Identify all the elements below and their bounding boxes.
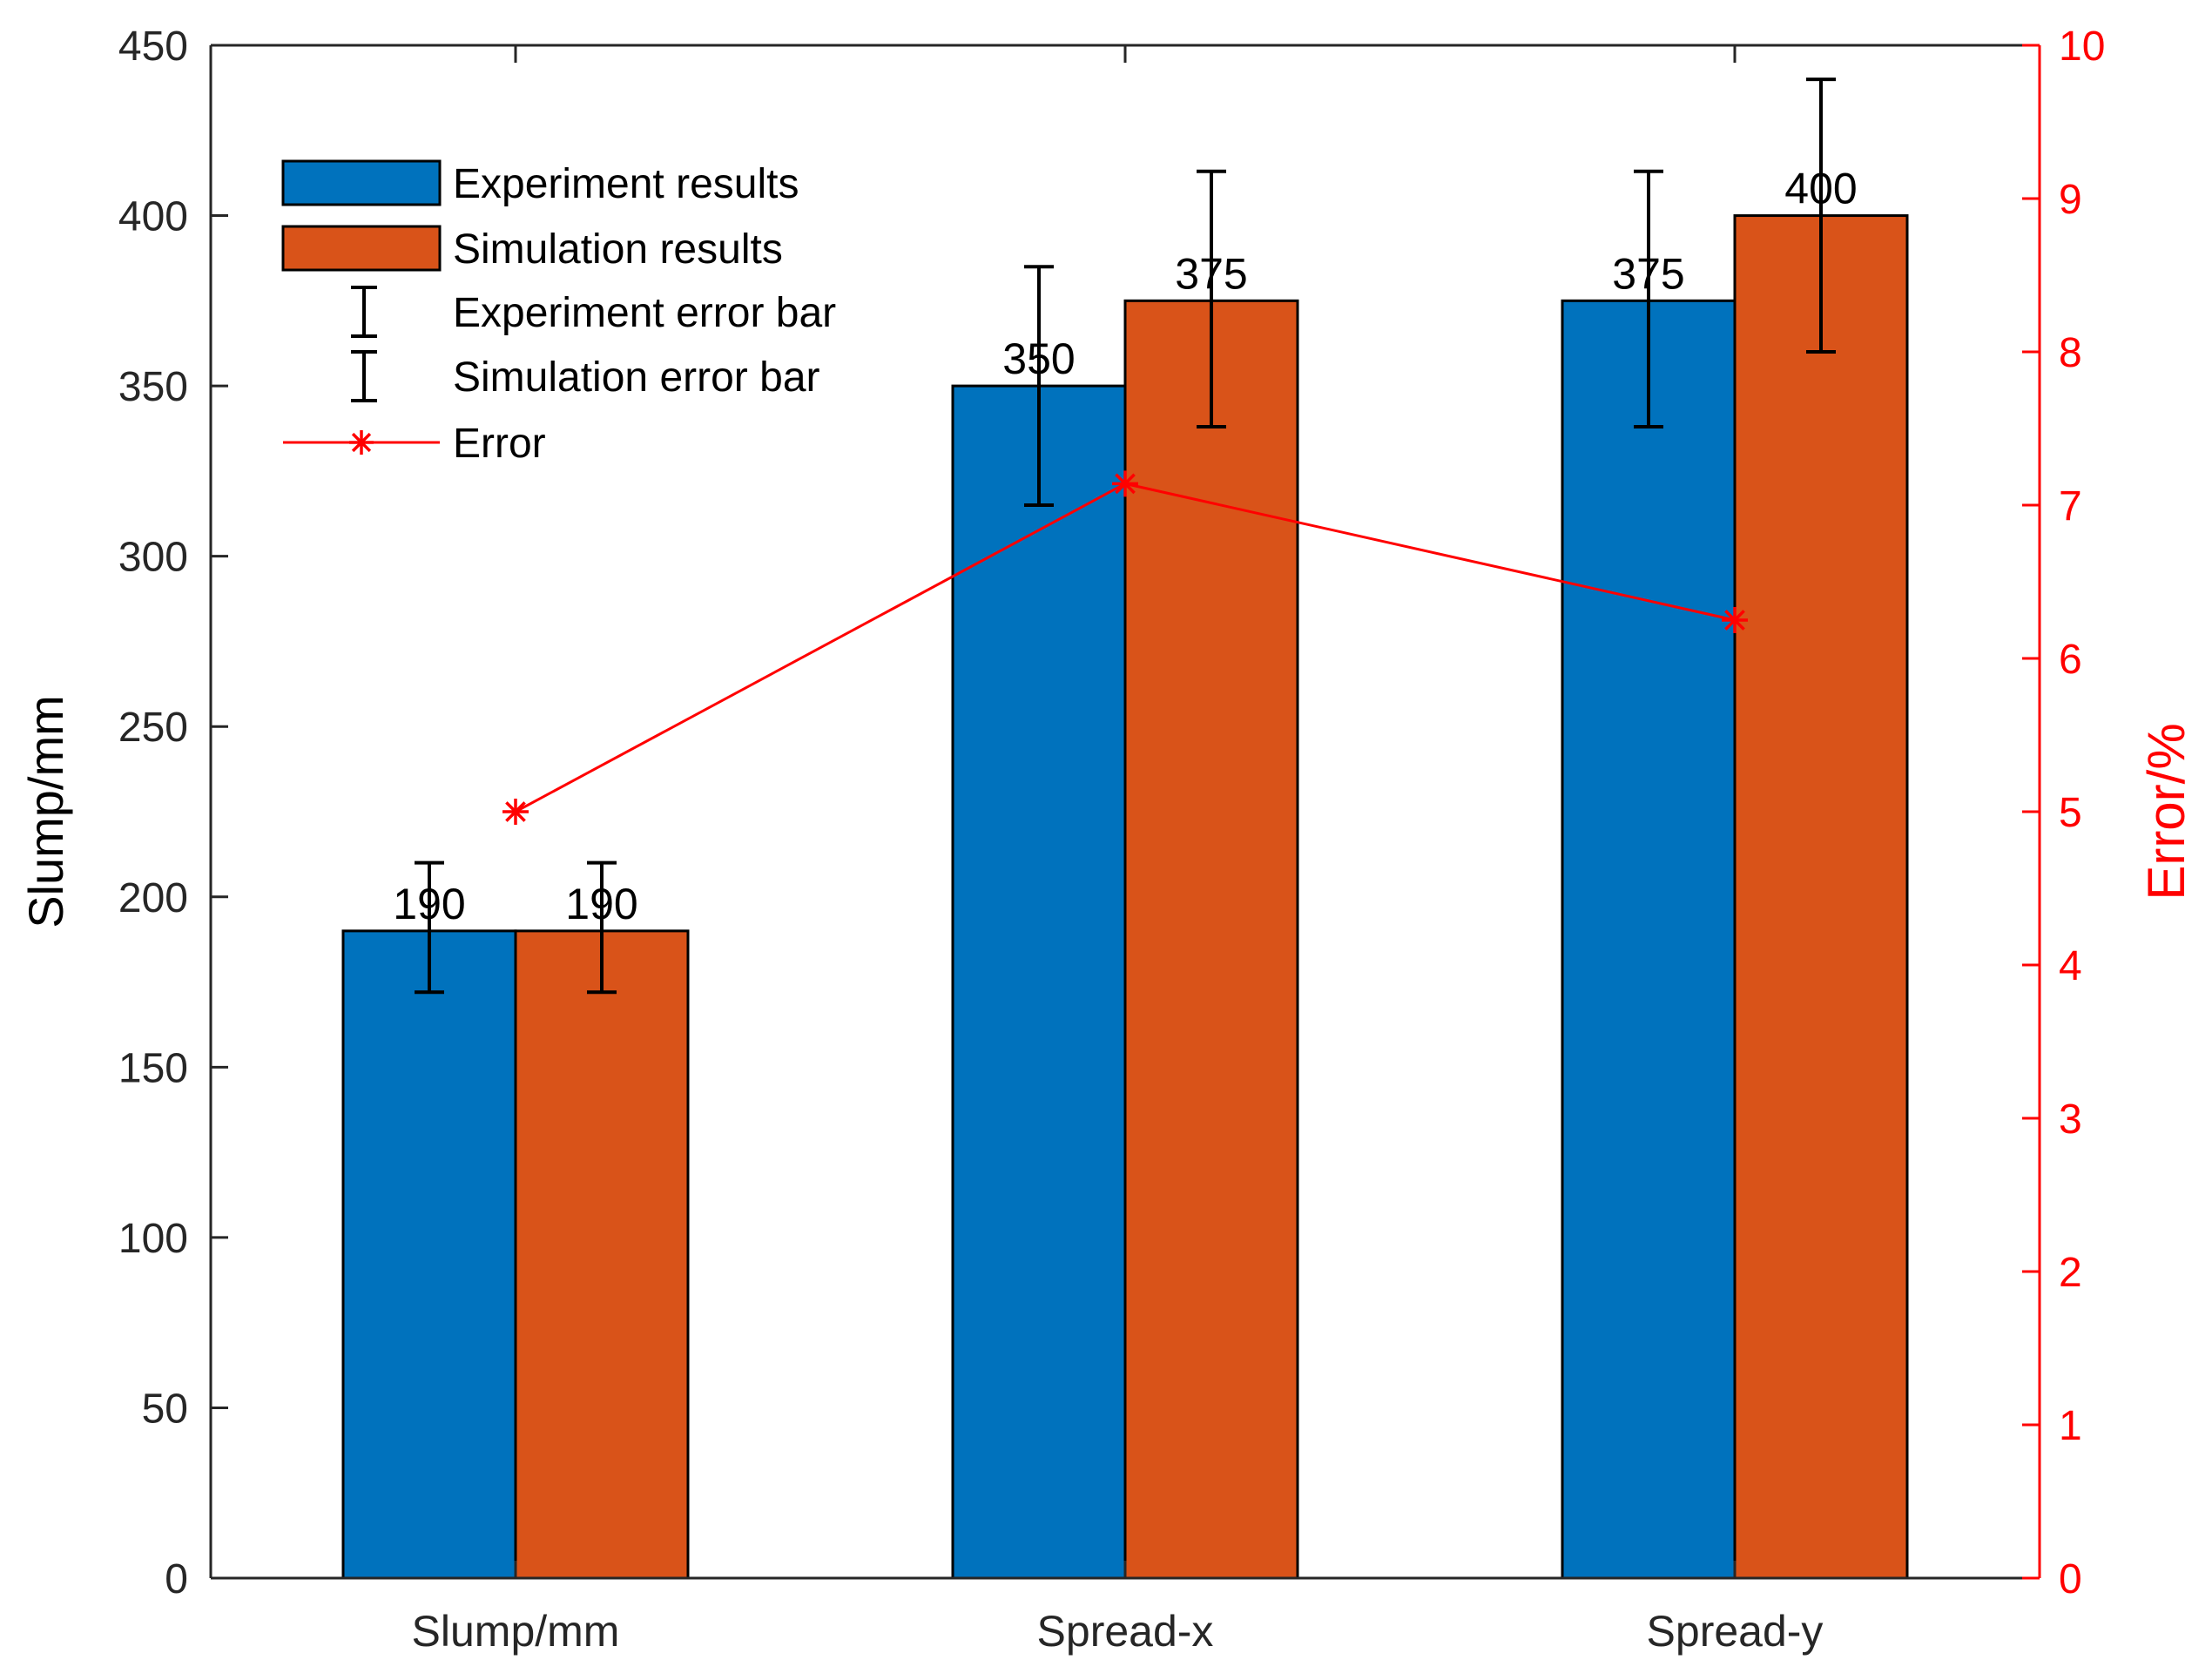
left-tick-label: 200 bbox=[118, 875, 188, 921]
data-labels-layer: 190 350 375 190 375 400 bbox=[393, 165, 1857, 928]
legend-swatch-experiment bbox=[281, 159, 442, 206]
left-tick-label: 350 bbox=[118, 364, 188, 410]
error-marker bbox=[502, 799, 529, 825]
left-tick-label: 400 bbox=[118, 194, 188, 240]
error-marker-stroke bbox=[1724, 610, 1745, 631]
left-tick-label: 100 bbox=[118, 1216, 188, 1262]
right-tick-label: 7 bbox=[2059, 483, 2082, 530]
left-tick-label: 150 bbox=[118, 1045, 188, 1091]
bars-layer bbox=[341, 214, 1909, 1580]
left-tick-label: 0 bbox=[165, 1556, 188, 1602]
legend: Experiment results Simulation results Expe… bbox=[281, 159, 836, 467]
left-tick-label: 50 bbox=[142, 1386, 188, 1432]
y2-axis-title: Error/% bbox=[2137, 723, 2195, 900]
y-axis-title: Slump/mm bbox=[18, 695, 73, 928]
error-marker bbox=[1722, 607, 1748, 633]
bar-simulation bbox=[1733, 214, 1909, 1580]
right-tick-label: 1 bbox=[2059, 1403, 2082, 1449]
legend-entry-label: Simulation results bbox=[453, 226, 783, 273]
legend-error-marker-stroke bbox=[351, 432, 372, 453]
bar-simulation bbox=[514, 929, 690, 1580]
left-tick-label: 250 bbox=[118, 705, 188, 751]
data-label: 350 bbox=[1002, 334, 1075, 383]
legend-swatch-simulation bbox=[281, 225, 442, 272]
right-tick-label: 4 bbox=[2059, 943, 2082, 989]
data-label: 400 bbox=[1784, 165, 1857, 213]
data-label: 190 bbox=[565, 880, 637, 928]
data-label: 190 bbox=[393, 880, 465, 928]
data-label: 375 bbox=[1612, 249, 1684, 298]
right-tick-label: 3 bbox=[2059, 1096, 2082, 1143]
legend-error-marker bbox=[349, 430, 374, 455]
x-tick-label: Spread-y bbox=[1647, 1607, 1824, 1656]
error-marker bbox=[1112, 470, 1138, 497]
legend-entry-label: Error bbox=[453, 421, 546, 467]
x-tick-label: Slump/mm bbox=[412, 1607, 620, 1656]
bar-experiment bbox=[1561, 299, 1737, 1580]
legend-entry-label: Experiment results bbox=[453, 161, 799, 207]
legend-entry-label: Experiment error bar bbox=[453, 290, 836, 336]
left-tick-label: 300 bbox=[118, 535, 188, 581]
error-line-layer bbox=[502, 470, 1748, 825]
bar-experiment bbox=[341, 929, 517, 1580]
right-tick-label: 6 bbox=[2059, 637, 2082, 683]
left-tick-label: 450 bbox=[118, 24, 188, 70]
right-tick-label: 8 bbox=[2059, 330, 2082, 376]
error-bars-layer bbox=[415, 78, 1836, 995]
right-tick-label: 9 bbox=[2059, 177, 2082, 223]
bar-experiment bbox=[951, 384, 1127, 1580]
right-tick-label: 5 bbox=[2059, 790, 2082, 836]
right-tick-label: 0 bbox=[2059, 1556, 2082, 1602]
error-marker-stroke bbox=[505, 801, 526, 822]
error-marker-stroke bbox=[1115, 473, 1136, 495]
bar-simulation bbox=[1123, 299, 1299, 1580]
axes-layer: 0 50 100 150 200 250 300 350 400 450 0 1 2 3 4 5 6 7 8 9 10 S… bbox=[18, 24, 2195, 1656]
right-tick-label: 2 bbox=[2059, 1250, 2082, 1296]
legend-entry-label: Simulation error bar bbox=[453, 354, 820, 401]
right-tick-label: 10 bbox=[2059, 24, 2105, 70]
data-label: 375 bbox=[1175, 249, 1247, 298]
x-tick-label: Spread-x bbox=[1037, 1607, 1214, 1656]
